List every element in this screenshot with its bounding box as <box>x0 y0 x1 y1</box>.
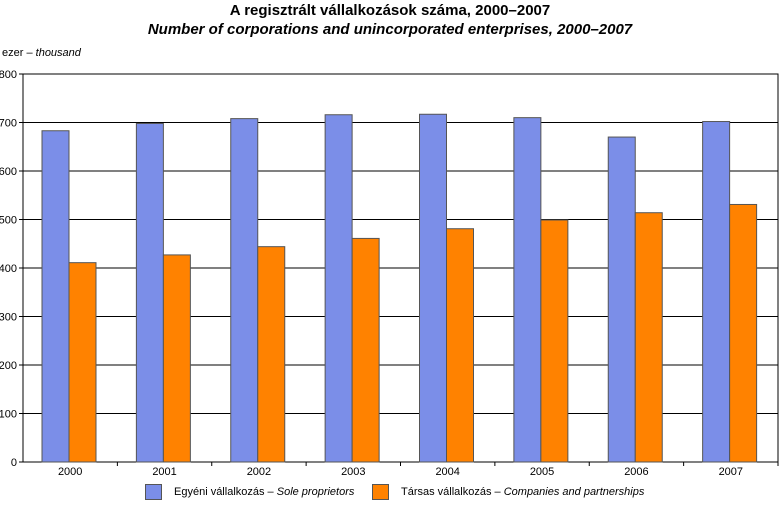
bar-sole-proprietors <box>230 118 259 463</box>
unit-english: thousand <box>35 47 81 59</box>
legend-item-companies: Társas vállalkozás – Companies and partn… <box>372 484 644 500</box>
y-tick-label: 300 <box>0 312 17 324</box>
y-tick-label: 200 <box>0 360 17 372</box>
bar-companies <box>257 246 286 463</box>
bar-companies <box>540 219 569 463</box>
y-tick-label: 0 <box>11 457 17 469</box>
x-tick-label: 2003 <box>341 466 365 478</box>
bar-companies <box>68 262 97 463</box>
bar-sole-proprietors <box>41 130 70 463</box>
bar-sole-proprietors <box>419 113 447 463</box>
x-tick-label: 2005 <box>530 466 554 478</box>
bar-sole-proprietors <box>135 122 164 463</box>
x-tick-label: 2006 <box>624 466 648 478</box>
chart-title-hungarian: A regisztrált vállalkozások száma, 2000–… <box>229 2 551 19</box>
x-tick-label: 2000 <box>58 466 82 478</box>
x-tick-label: 2002 <box>247 466 271 478</box>
legend-label-sole-proprietors: Egyéni vállalkozás – Sole proprietors <box>174 486 354 498</box>
y-tick-label: 500 <box>0 215 17 227</box>
unit-hungarian: ezer – <box>2 47 36 59</box>
legend-label-sole-en: Sole proprietors <box>276 486 355 498</box>
bar-sole-proprietors <box>513 117 542 463</box>
legend-item-sole-proprietors: Egyéni vállalkozás – Sole proprietors <box>145 484 354 500</box>
legend-label-companies: Társas vállalkozás – Companies and partn… <box>401 486 644 498</box>
legend-label-sole-hu: Egyéni vállalkozás – <box>174 486 277 498</box>
bar-sole-proprietors <box>702 121 731 463</box>
bar-companies <box>162 254 191 463</box>
y-tick-label: 100 <box>0 409 17 421</box>
chart-title-english: Number of corporations and unincorporate… <box>147 21 633 38</box>
legend-swatch-sole-proprietors <box>145 484 162 500</box>
bar-companies <box>729 203 758 463</box>
bar-sole-proprietors <box>607 136 636 463</box>
bar-companies <box>634 212 663 463</box>
legend-label-companies-hu: Társas vállalkozás – <box>401 486 504 498</box>
y-tick-label: 700 <box>0 118 17 130</box>
bar-sole-proprietors <box>324 114 353 463</box>
x-tick-label: 2004 <box>435 466 459 478</box>
legend-swatch-companies <box>372 484 389 500</box>
y-axis-unit-label: ezer – thousand <box>2 47 81 59</box>
bar-chart: 0 100 200 300 400 500 600 700 800 2000 2001 2002 200… <box>0 69 779 478</box>
x-tick-label: 2007 <box>719 466 743 478</box>
y-tick-label: 600 <box>0 166 17 178</box>
y-tick-label: 400 <box>0 263 17 275</box>
chart-titles: A regisztrált vállalkozások száma, 2000–… <box>0 1 780 39</box>
bar-companies <box>351 237 380 463</box>
x-tick-label: 2001 <box>152 466 176 478</box>
y-tick-label: 800 <box>0 69 17 81</box>
bar-companies <box>446 228 474 463</box>
legend-label-companies-en: Companies and partnerships <box>503 486 645 498</box>
